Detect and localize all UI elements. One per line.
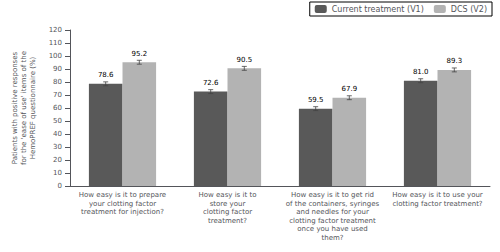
svg-text:and needles for your: and needles for your xyxy=(296,208,369,216)
svg-text:95.2: 95.2 xyxy=(132,50,148,58)
svg-text:81.0: 81.0 xyxy=(413,68,429,76)
svg-text:67.9: 67.9 xyxy=(342,85,358,93)
svg-text:10: 10 xyxy=(53,169,62,177)
svg-text:Patients with positive respons: Patients with positive responses xyxy=(11,51,19,164)
svg-text:100: 100 xyxy=(49,52,62,60)
svg-text:them?: them? xyxy=(321,234,343,242)
svg-text:89.3: 89.3 xyxy=(447,57,463,65)
svg-text:clotting factor treatment?: clotting factor treatment? xyxy=(392,200,482,208)
svg-text:Current treatment (V1): Current treatment (V1) xyxy=(332,5,424,14)
svg-text:90.5: 90.5 xyxy=(237,56,253,64)
svg-text:treatment?: treatment? xyxy=(208,217,247,225)
svg-text:of the containers, syringes: of the containers, syringes xyxy=(286,200,380,208)
svg-text:store your: store your xyxy=(210,200,246,208)
svg-text:60: 60 xyxy=(53,104,62,112)
svg-text:clotting factor: clotting factor xyxy=(203,208,252,216)
svg-text:for the 'ease of use' items of: for the 'ease of use' items of the xyxy=(20,51,28,165)
svg-text:HemoPREF questionnaire (%): HemoPREF questionnaire (%) xyxy=(29,56,37,159)
svg-text:90: 90 xyxy=(53,65,62,73)
svg-text:How easy is it to: How easy is it to xyxy=(199,191,257,199)
svg-text:50: 50 xyxy=(53,117,62,125)
svg-text:20: 20 xyxy=(53,156,62,164)
svg-text:70: 70 xyxy=(53,91,62,99)
svg-text:78.6: 78.6 xyxy=(98,71,114,79)
svg-text:59.5: 59.5 xyxy=(308,96,324,104)
svg-text:once you have used: once you have used xyxy=(297,225,367,233)
svg-text:120: 120 xyxy=(49,26,62,34)
svg-text:treatment for injection?: treatment for injection? xyxy=(81,208,164,216)
svg-text:40: 40 xyxy=(53,130,62,138)
svg-text:72.6: 72.6 xyxy=(203,79,219,87)
svg-text:DCS (V2): DCS (V2) xyxy=(451,5,487,14)
svg-text:clotting factor treatment: clotting factor treatment xyxy=(289,217,376,225)
svg-text:30: 30 xyxy=(53,143,62,151)
svg-text:How easy is it to get rid: How easy is it to get rid xyxy=(291,191,374,199)
svg-text:110: 110 xyxy=(49,39,62,47)
svg-text:How easy is it to use your: How easy is it to use your xyxy=(392,191,483,199)
svg-text:0: 0 xyxy=(58,182,62,190)
svg-text:your clotting factor: your clotting factor xyxy=(89,200,156,208)
svg-text:How easy is it to prepare: How easy is it to prepare xyxy=(79,191,166,199)
svg-text:80: 80 xyxy=(53,78,62,86)
